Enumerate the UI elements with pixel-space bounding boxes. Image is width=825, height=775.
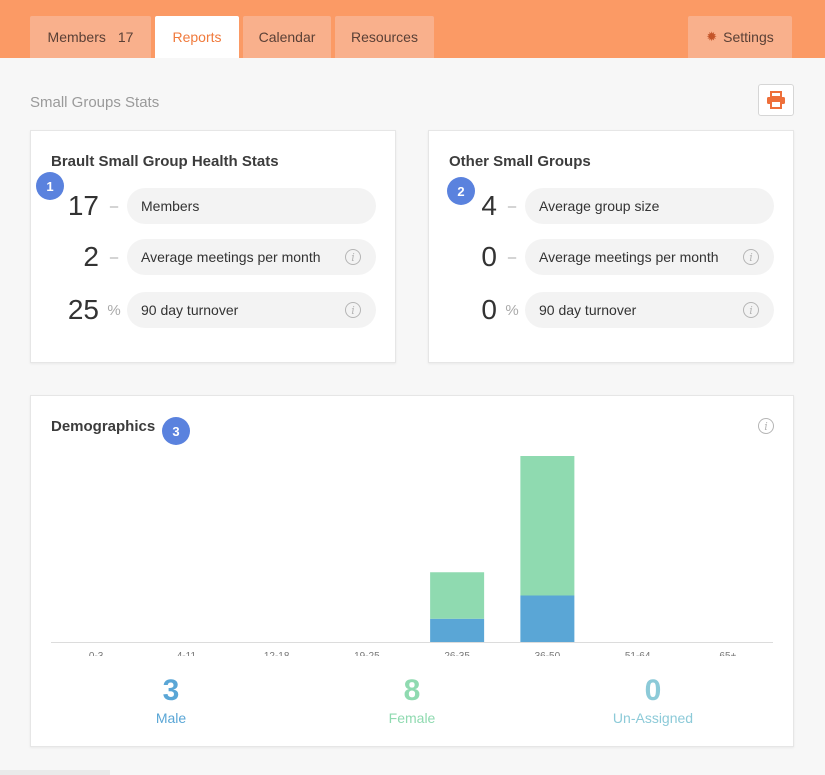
bar-female-36-50 (520, 456, 575, 596)
stat-label-pill: 90 day turnover i (127, 292, 376, 328)
info-icon[interactable]: i (345, 302, 361, 318)
stat-label: 90 day turnover (141, 302, 239, 318)
stat-unit: % (505, 302, 519, 319)
demographics-card: Demographics 3 i 0-3 4-11 12-18 19-25 26-35 3… (30, 395, 794, 747)
tab-resources[interactable]: Resources (335, 16, 434, 58)
info-icon[interactable]: i (345, 249, 361, 265)
footer-edge (0, 770, 110, 775)
group-health-card: Brault Small Group Health Stats 1 17 – M… (30, 130, 396, 363)
stat-unit: – (507, 249, 517, 266)
x-tick-label: 0-3 (89, 651, 104, 656)
stat-label-pill: Members (127, 188, 376, 224)
step-badge-2: 2 (447, 177, 475, 205)
stat-value: 2 (83, 241, 99, 272)
x-tick-label: 65+ (719, 651, 736, 656)
other-groups-title: Other Small Groups (449, 153, 591, 170)
stat-label: Average meetings per month (141, 249, 321, 265)
step-badge-1: 1 (36, 172, 64, 200)
stat-row-meetings: 2 – Average meetings per month i (31, 239, 395, 275)
stat-row-members: 17 – Members (31, 188, 395, 224)
bar-male-26-35 (430, 618, 485, 642)
tab-settings-label: Settings (723, 29, 774, 45)
stat-label-pill: Average meetings per month i (525, 239, 774, 275)
stat-row-meetings: 0 – Average meetings per month i (429, 239, 793, 275)
total-male-label: Male (155, 710, 187, 726)
stat-row-turnover: 0 % 90 day turnover i (429, 292, 793, 328)
x-tick-label: 36-50 (535, 651, 561, 656)
stat-value: 0 (481, 241, 497, 272)
stat-label: Average meetings per month (539, 249, 719, 265)
stat-label: Average group size (539, 198, 660, 214)
step-badge-3: 3 (162, 417, 190, 445)
tab-members-label: Members (47, 29, 106, 45)
bar-female-26-35 (430, 572, 485, 619)
total-female: 8 Female (332, 674, 492, 726)
total-male-value: 3 (162, 674, 180, 707)
info-icon[interactable]: i (743, 302, 759, 318)
print-button[interactable] (758, 84, 794, 116)
tab-members[interactable]: Members 17 (30, 16, 151, 58)
tab-resources-label: Resources (351, 29, 418, 45)
total-female-label: Female (388, 710, 436, 726)
info-icon[interactable]: i (758, 418, 774, 434)
stat-unit: – (109, 249, 119, 266)
total-unassigned-value: 0 (644, 674, 662, 707)
total-male: 3 Male (91, 674, 251, 726)
demographics-chart: 0-3 4-11 12-18 19-25 26-35 36-50 51-64 65+ (51, 446, 773, 662)
stat-value: 17 (67, 190, 99, 221)
x-tick-label: 19-25 (354, 651, 380, 656)
tab-reports-label: Reports (172, 29, 222, 45)
stat-value: 4 (481, 190, 497, 221)
demographics-bar-chart: 0-3 4-11 12-18 19-25 26-35 36-50 51-64 65+ (51, 456, 773, 662)
stat-unit: – (109, 198, 119, 215)
demographics-title: Demographics (51, 418, 156, 435)
stat-label: Members (141, 198, 200, 214)
stat-label: 90 day turnover (539, 302, 637, 318)
members-count: 17 (117, 29, 134, 45)
info-icon[interactable]: i (743, 249, 759, 265)
stat-label-pill: 90 day turnover i (525, 292, 774, 328)
printer-icon (767, 91, 785, 109)
stat-value: 25 (67, 294, 99, 325)
other-groups-card: Other Small Groups 2 4 – Average group s… (428, 130, 794, 363)
x-tick-label: 12-18 (264, 651, 290, 656)
stat-unit: % (107, 302, 121, 319)
total-female-value: 8 (403, 674, 421, 707)
top-nav-bar: Members 17 Reports Calendar Resources ✹ … (0, 0, 825, 58)
tab-calendar[interactable]: Calendar (243, 16, 331, 58)
x-tick-label: 26-35 (444, 651, 470, 656)
x-tick-label: 4-11 (177, 651, 197, 656)
stat-unit: – (507, 198, 517, 215)
gear-icon: ✹ (706, 29, 718, 44)
stat-row-turnover: 25 % 90 day turnover i (31, 292, 395, 328)
bar-male-36-50 (520, 595, 575, 642)
stat-label-pill: Average meetings per month i (127, 239, 376, 275)
total-unassigned: 0 Un-Assigned (573, 674, 733, 726)
total-unassigned-label: Un-Assigned (612, 710, 694, 726)
stat-label-pill: Average group size (525, 188, 774, 224)
tab-calendar-label: Calendar (258, 29, 316, 45)
tab-settings[interactable]: ✹ Settings (688, 16, 792, 58)
stat-row-group-size: 4 – Average group size (429, 188, 793, 224)
tab-reports[interactable]: Reports (155, 16, 239, 58)
stat-value: 0 (481, 294, 497, 325)
x-tick-label: 51-64 (625, 651, 651, 656)
section-title: Small Groups Stats (30, 94, 160, 111)
group-health-title: Brault Small Group Health Stats (51, 153, 279, 170)
